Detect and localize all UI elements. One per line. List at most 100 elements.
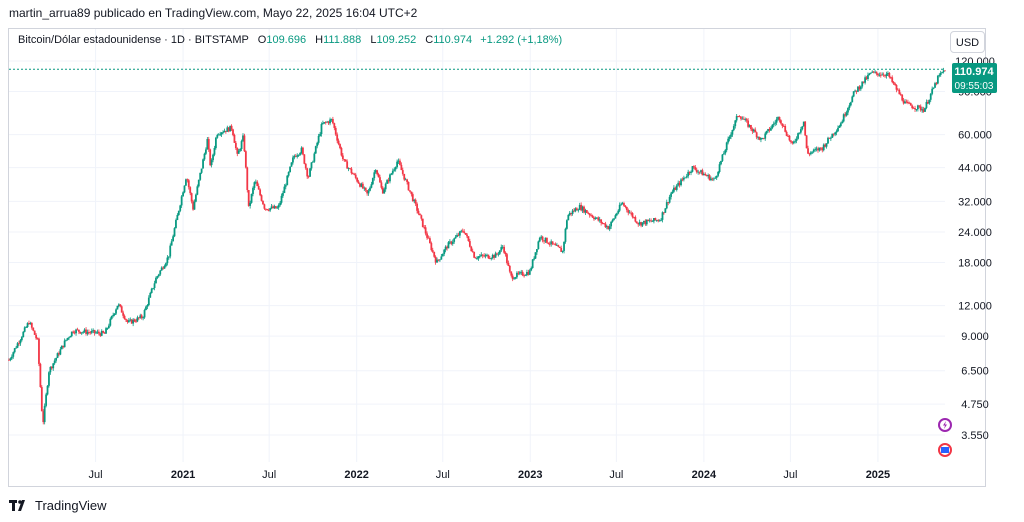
candle-body xyxy=(216,134,219,138)
candle-body xyxy=(83,329,86,332)
candle-body xyxy=(202,159,204,169)
candle-body xyxy=(440,256,443,260)
candle-body xyxy=(284,185,287,187)
currency-button[interactable]: USD xyxy=(950,31,985,53)
candle-body xyxy=(389,174,391,182)
candle-body xyxy=(673,187,675,192)
candle-body xyxy=(727,138,730,143)
candle-body xyxy=(795,138,798,141)
candle-body xyxy=(333,123,336,128)
candle-body xyxy=(692,166,695,168)
candle-body xyxy=(56,353,59,359)
candle-body xyxy=(446,246,448,249)
candle-body xyxy=(361,183,364,189)
candle-body xyxy=(100,330,103,336)
candle-body xyxy=(406,179,408,183)
candle-body xyxy=(401,170,404,174)
candle-body xyxy=(936,75,939,84)
candle-body xyxy=(496,253,498,255)
candle-body xyxy=(839,123,842,127)
candle-body xyxy=(553,243,555,245)
candle-body xyxy=(49,366,52,373)
candle-body xyxy=(852,91,855,97)
candle-body xyxy=(417,210,420,214)
candle-body xyxy=(230,125,233,130)
candle-body xyxy=(127,320,130,323)
candle-body xyxy=(28,323,30,325)
candle-body xyxy=(925,101,928,108)
candle-body xyxy=(339,144,341,149)
candle-body xyxy=(717,171,720,176)
candle-body xyxy=(377,174,380,178)
candle-body xyxy=(343,159,346,160)
symbol-name[interactable]: Bitcoin/Dólar estadounidense · 1D · BITS… xyxy=(18,34,249,46)
candle-body xyxy=(404,179,407,181)
candle-body xyxy=(69,336,72,338)
candle-body xyxy=(244,151,247,168)
candle-body xyxy=(309,168,311,177)
candle-body xyxy=(454,236,457,239)
candle-body xyxy=(273,206,276,209)
candle-body xyxy=(173,228,176,237)
candle-body xyxy=(139,315,142,318)
flag-icon[interactable] xyxy=(938,443,952,457)
candle-body xyxy=(413,199,416,202)
candle-body xyxy=(724,150,727,154)
candle-body xyxy=(117,304,120,306)
candle-body xyxy=(20,337,23,341)
candle-body xyxy=(217,134,220,136)
candle-body xyxy=(12,352,15,357)
candle-body xyxy=(300,147,303,154)
candle-body xyxy=(675,185,678,190)
candle-body xyxy=(62,345,65,348)
candle-body xyxy=(770,128,772,131)
candle-body xyxy=(223,130,226,133)
candle-body xyxy=(233,134,236,143)
candle-body xyxy=(550,241,553,245)
candle-body xyxy=(787,135,789,137)
candle-body xyxy=(872,71,875,73)
candle-body xyxy=(474,257,477,259)
candle-body xyxy=(785,131,788,136)
open-value: 109.696 xyxy=(266,34,307,46)
candle-body xyxy=(60,345,63,350)
candle-body xyxy=(145,306,147,311)
candle-body xyxy=(581,206,584,211)
candle-body xyxy=(441,253,444,257)
candle-body xyxy=(478,256,481,257)
candle-body xyxy=(180,196,183,206)
price-tag-countdown: 09:55:03 xyxy=(955,81,994,92)
candle-body xyxy=(608,226,611,230)
candle-body xyxy=(431,250,434,252)
candle-body xyxy=(381,187,384,194)
candle-body xyxy=(851,96,854,103)
candle-body xyxy=(740,116,742,119)
candle-body xyxy=(72,331,75,333)
lightning-icon[interactable] xyxy=(938,418,952,432)
candle-body xyxy=(189,187,192,194)
symbol-legend: Bitcoin/Dólar estadounidense · 1D · BITS… xyxy=(18,34,562,46)
candle-body xyxy=(222,132,224,133)
candle-body xyxy=(451,241,454,244)
candle-body xyxy=(82,331,85,333)
candle-body xyxy=(554,244,557,246)
candle-body xyxy=(290,162,293,167)
candle-body xyxy=(279,202,281,206)
candle-body xyxy=(523,275,525,277)
candle-body xyxy=(772,123,775,125)
candle-body xyxy=(543,240,545,242)
candle-body xyxy=(536,249,538,253)
candle-body xyxy=(476,258,478,260)
candle-body xyxy=(331,119,334,124)
candle-body xyxy=(871,71,874,73)
candle-body xyxy=(458,231,461,236)
candle-body xyxy=(731,129,734,135)
candle-body xyxy=(648,220,651,222)
candle-body xyxy=(854,90,857,92)
candle-body xyxy=(444,246,447,250)
price-tag-price: 110.974 xyxy=(954,66,994,78)
candle-body xyxy=(603,223,605,225)
candle-body xyxy=(423,226,426,228)
candle-body xyxy=(314,146,317,154)
